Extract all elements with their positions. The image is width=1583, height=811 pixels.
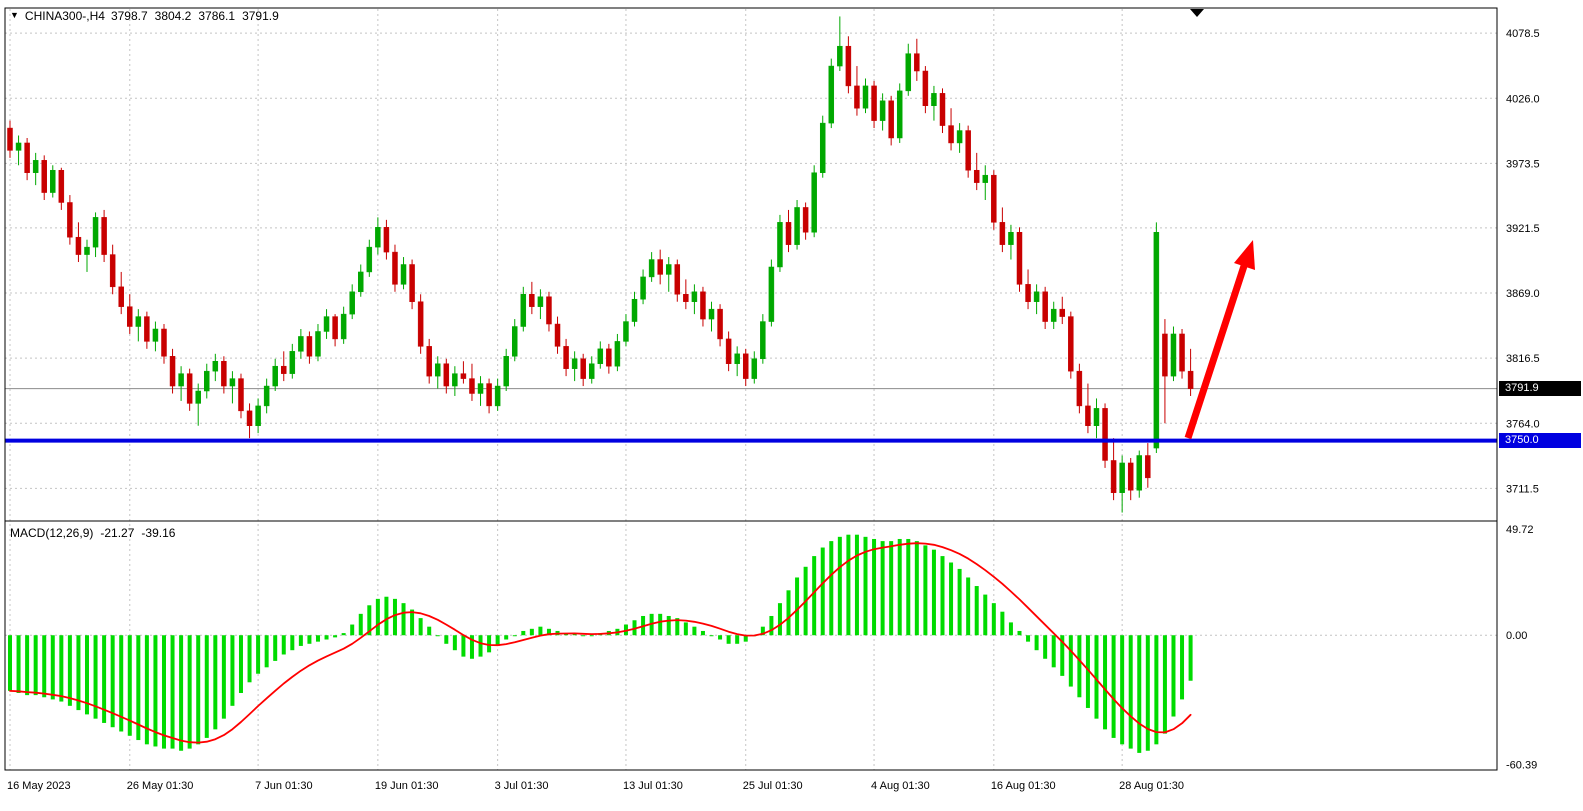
macd-indicator-label: MACD(12,26,9) -21.27 -39.16	[10, 526, 175, 540]
svg-text:19 Jun 01:30: 19 Jun 01:30	[375, 780, 439, 792]
svg-text:28 Aug 01:30: 28 Aug 01:30	[1119, 780, 1184, 792]
symbol-ohlc-readout: ▼ CHINA300-,H4 3798.7 3804.2 3786.1 3791…	[10, 9, 279, 23]
symbol-marker-icon[interactable]: ▼	[10, 9, 19, 20]
svg-text:13 Jul 01:30: 13 Jul 01:30	[623, 780, 683, 792]
svg-text:3869.0: 3869.0	[1506, 288, 1540, 300]
svg-text:3816.5: 3816.5	[1506, 353, 1540, 365]
svg-text:25 Jul 01:30: 25 Jul 01:30	[743, 780, 803, 792]
pane-borders	[4, 7, 1498, 771]
trend-arrow[interactable]	[1184, 240, 1255, 440]
grid-lines	[5, 9, 1497, 770]
svg-text:49.72: 49.72	[1506, 524, 1534, 536]
close-value: 3791.9	[242, 9, 279, 23]
high-value: 3804.2	[154, 9, 192, 23]
open-value: 3798.7	[110, 9, 148, 23]
svg-text:16 May 2023: 16 May 2023	[7, 780, 71, 792]
macd-name: MACD(12,26,9)	[10, 526, 94, 540]
svg-text:7 Jun 01:30: 7 Jun 01:30	[255, 780, 313, 792]
svg-text:3973.5: 3973.5	[1506, 158, 1540, 170]
chart-shift-marker-icon[interactable]	[1190, 9, 1204, 17]
svg-text:4 Aug 01:30: 4 Aug 01:30	[871, 780, 930, 792]
svg-text:4078.5: 4078.5	[1506, 28, 1540, 40]
current-price-tag: 3791.9	[1499, 381, 1581, 397]
svg-text:3711.5: 3711.5	[1506, 483, 1539, 495]
support-price-tag[interactable]: 3750.0	[1499, 433, 1581, 449]
low-value: 3786.1	[198, 9, 236, 23]
svg-text:3 Jul 01:30: 3 Jul 01:30	[495, 780, 549, 792]
svg-text:3764.0: 3764.0	[1506, 418, 1540, 430]
svg-text:4026.0: 4026.0	[1506, 93, 1540, 105]
price-axis-labels[interactable]: 4078.5 4026.0 3973.5 3921.5 3869.0 3816.5 3764…	[1506, 28, 1540, 495]
candlestick-series	[7, 16, 1194, 513]
macd-main-value: -21.27	[100, 526, 135, 540]
macd-signal-line	[9, 542, 1192, 744]
svg-text:0.00: 0.00	[1506, 630, 1527, 642]
macd-signal-value: -39.16	[141, 526, 176, 540]
symbol-period-label: CHINA300-,H4	[24, 9, 105, 23]
svg-text:26 May 01:30: 26 May 01:30	[127, 780, 194, 792]
macd-axis-labels[interactable]: 49.72 0.00 -60.39	[1506, 524, 1537, 772]
date-axis-labels[interactable]: 16 May 2023 26 May 01:30 7 Jun 01:30 19 Jun…	[7, 780, 1184, 792]
macd-histogram	[8, 534, 1193, 753]
svg-text:3921.5: 3921.5	[1506, 223, 1540, 235]
svg-text:-60.39: -60.39	[1506, 759, 1537, 771]
svg-text:16 Aug 01:30: 16 Aug 01:30	[991, 780, 1056, 792]
